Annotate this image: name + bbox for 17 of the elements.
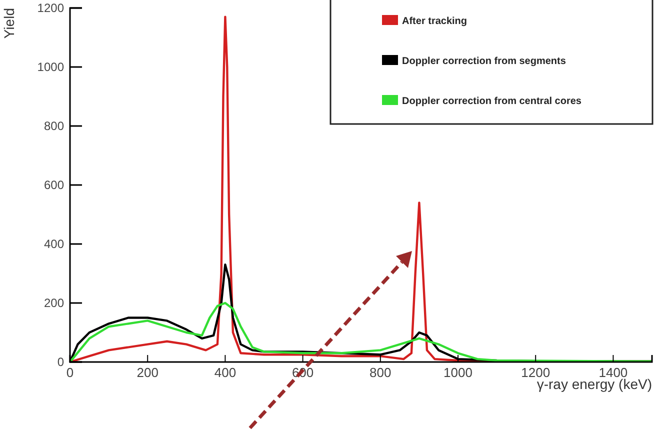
y-axis-title: Yield bbox=[1, 8, 17, 39]
y-tick-label: 1000 bbox=[37, 60, 64, 74]
legend-label: Doppler correction from segments bbox=[402, 56, 566, 67]
x-tick-label: 800 bbox=[370, 365, 392, 380]
x-tick-label: 1000 bbox=[444, 365, 472, 380]
legend-label: Doppler correction from central cores bbox=[402, 96, 582, 107]
y-tick-label: 400 bbox=[44, 236, 64, 251]
y-tick-label: 800 bbox=[44, 118, 64, 133]
y-tick-label: 200 bbox=[44, 296, 64, 310]
x-tick-label: 400 bbox=[214, 365, 236, 380]
legend-label: After tracking bbox=[402, 16, 468, 27]
x-tick-label: 200 bbox=[136, 365, 158, 380]
line-series bbox=[68, 302, 654, 364]
x-tick-label: 0 bbox=[66, 365, 74, 380]
y-tick-label: 1200 bbox=[37, 0, 64, 15]
y-tick-label: 0 bbox=[57, 354, 64, 369]
y-tick-label: 600 bbox=[44, 178, 64, 192]
